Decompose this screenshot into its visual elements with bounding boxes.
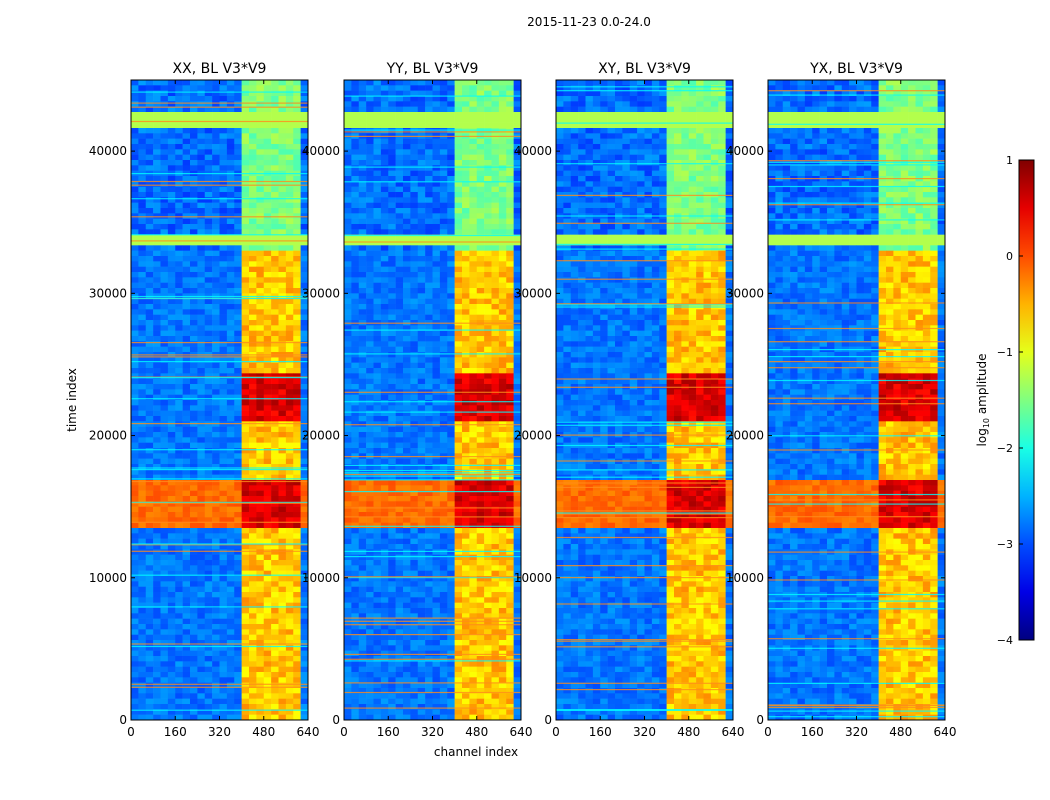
x-tick-label: 0 — [552, 725, 560, 739]
y-tick-label: 30000 — [726, 286, 764, 300]
y-tick-label: 0 — [544, 713, 552, 727]
y-tick-label: 40000 — [302, 144, 340, 158]
x-tick-label: 640 — [510, 725, 533, 739]
colorbar-tick-label: −4 — [997, 634, 1013, 647]
panel-xx: XX, BL V3*V9 0 160 320 480 640 0 10000 20000 3000… — [89, 61, 320, 739]
y-tick-label: 40000 — [726, 144, 764, 158]
panels: XX, BL V3*V9 0 160 320 480 640 0 10000 20000 3000… — [89, 61, 957, 739]
y-tick-label: 0 — [119, 713, 127, 727]
y-tick-label: 20000 — [726, 429, 764, 443]
panel-yx: YX, BL V3*V9 0 160 320 480 640 0 10000 20000 3000… — [726, 61, 957, 739]
figure-title: 2015-11-23 0.0-24.0 — [527, 15, 651, 29]
x-tick-label: 640 — [297, 725, 320, 739]
panel-title: XY, BL V3*V9 — [598, 61, 691, 77]
colorbar-label: log10 amplitude — [975, 354, 991, 447]
y-tick-label: 10000 — [514, 571, 552, 585]
y-tick-label: 20000 — [302, 429, 340, 443]
panel-title: YY, BL V3*V9 — [386, 61, 479, 77]
x-tick-label: 480 — [889, 725, 912, 739]
colorbar-tick-label: −1 — [997, 346, 1013, 359]
colorbar-tick-label: −2 — [997, 442, 1013, 455]
panel-title: XX, BL V3*V9 — [173, 61, 267, 77]
y-tick-label: 40000 — [514, 144, 552, 158]
colorbar-tick-label: −3 — [997, 538, 1013, 551]
y-tick-label: 30000 — [89, 286, 127, 300]
x-tick-label: 480 — [465, 725, 488, 739]
x-tick-label: 320 — [633, 725, 656, 739]
y-tick-label: 0 — [332, 713, 340, 727]
heatmap-cells — [344, 80, 522, 721]
x-tick-label: 160 — [164, 725, 187, 739]
colorbar-tick-label: 1 — [1006, 154, 1013, 167]
panel-title: YX, BL V3*V9 — [809, 61, 903, 77]
x-tick-label: 640 — [722, 725, 745, 739]
y-tick-label: 10000 — [726, 571, 764, 585]
y-tick-label: 30000 — [514, 286, 552, 300]
x-tick-label: 320 — [208, 725, 231, 739]
heatmap-cells — [131, 80, 309, 721]
y-tick-label: 10000 — [302, 571, 340, 585]
y-tick-label: 20000 — [514, 429, 552, 443]
x-tick-label: 480 — [252, 725, 275, 739]
heatmap-cells — [556, 80, 734, 721]
panel-xy: XY, BL V3*V9 0 160 320 480 640 0 10000 20000 3000… — [514, 61, 745, 739]
x-tick-label: 480 — [677, 725, 700, 739]
colorbar: 1 0 −1 −2 −3 −4 log10 amplitude — [975, 154, 1035, 647]
colorbar-gradient — [1018, 159, 1035, 641]
y-tick-label: 20000 — [89, 429, 127, 443]
heatmap-cells — [768, 80, 946, 721]
y-axis-label: time index — [65, 368, 79, 432]
panel-yy: YY, BL V3*V9 0 160 320 480 640 0 10000 20000 3000… — [302, 61, 533, 739]
y-tick-label: 40000 — [89, 144, 127, 158]
x-tick-label: 160 — [377, 725, 400, 739]
y-tick-label: 0 — [756, 713, 764, 727]
x-tick-label: 0 — [764, 725, 772, 739]
x-tick-label: 320 — [421, 725, 444, 739]
x-tick-label: 320 — [845, 725, 868, 739]
x-tick-label: 0 — [127, 725, 135, 739]
y-tick-label: 10000 — [89, 571, 127, 585]
x-axis-label: channel index — [434, 745, 518, 759]
x-tick-label: 0 — [340, 725, 348, 739]
x-tick-label: 640 — [934, 725, 957, 739]
x-tick-label: 160 — [801, 725, 824, 739]
y-tick-label: 30000 — [302, 286, 340, 300]
colorbar-tick-label: 0 — [1006, 250, 1013, 263]
x-tick-label: 160 — [589, 725, 612, 739]
